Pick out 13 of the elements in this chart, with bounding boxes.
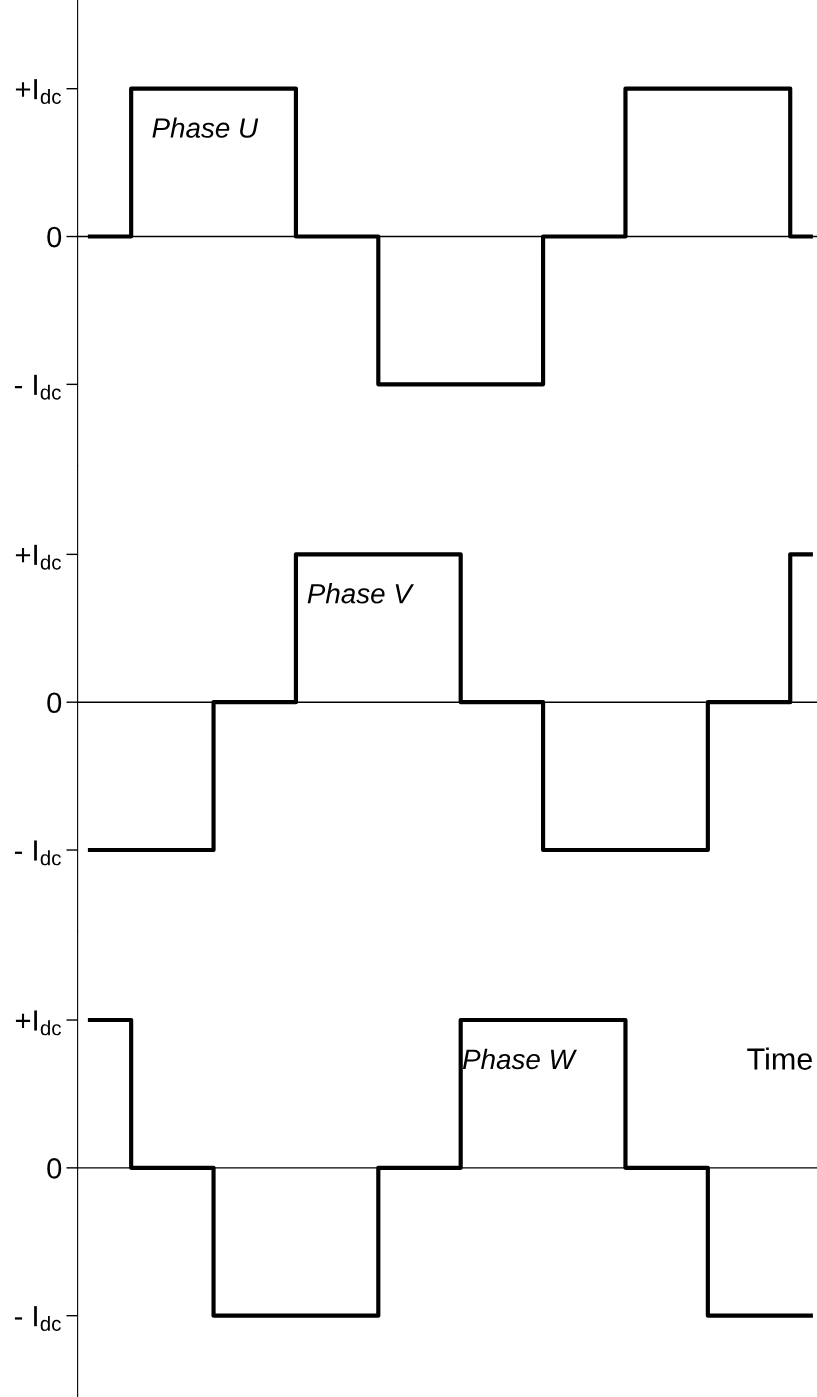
text: +I$_{dc}$ (15, 1010, 61, 1036)
text: +I$_{dc}$ (15, 544, 61, 570)
text: +I$_{dc}$ (15, 79, 61, 105)
annotation: Phase V (307, 583, 414, 604)
annotation: Phase U (152, 117, 259, 138)
text: 0 (47, 692, 62, 714)
text: 0 (47, 226, 62, 248)
x-axis-title: Time (747, 1047, 812, 1070)
text: - I$_{dc}$ (14, 374, 61, 400)
text: - I$_{dc}$ (14, 1306, 61, 1332)
text: 0 (47, 1158, 62, 1179)
annotation: Phase W (462, 1048, 577, 1070)
text: - I$_{dc}$ (14, 840, 61, 866)
